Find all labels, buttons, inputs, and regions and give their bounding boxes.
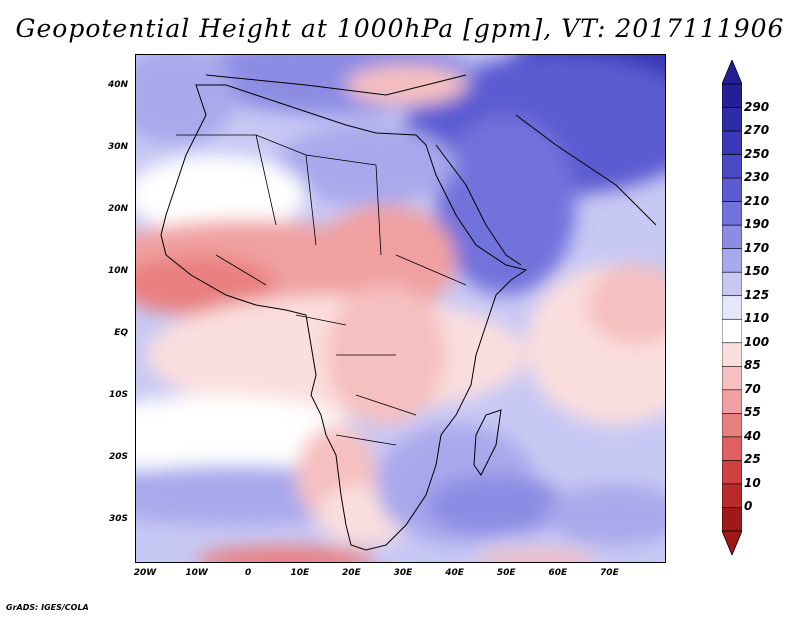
colorbar-level-label: 230 bbox=[744, 170, 770, 185]
colorbar-cell bbox=[722, 460, 742, 485]
colorbar-cell bbox=[722, 413, 742, 438]
colorbar-level-label: 125 bbox=[744, 287, 770, 302]
colorbar-cell bbox=[722, 271, 742, 297]
lon-tick-label: 40E bbox=[445, 568, 464, 578]
arabia-persia-coast bbox=[515, 114, 657, 226]
grads-credit: GrADS: IGES/COLA bbox=[6, 603, 89, 612]
colorbar-level-label: 290 bbox=[744, 99, 770, 114]
lon-tick-label: 0 bbox=[245, 568, 252, 578]
colorbar-level-label: 100 bbox=[744, 334, 770, 349]
lat-tick-label: 30S bbox=[108, 514, 128, 524]
colorbar-cell bbox=[722, 507, 742, 532]
mediterranean-coast bbox=[205, 74, 467, 96]
lat-tick-label: 20S bbox=[108, 452, 128, 462]
lat-tick-label: 20N bbox=[107, 204, 128, 214]
lon-tick-label: 20E bbox=[342, 568, 361, 578]
colorbar-level-label: 85 bbox=[744, 358, 761, 373]
colorbar-level-label: 110 bbox=[744, 311, 770, 326]
colorbar-level-label: 190 bbox=[744, 217, 770, 232]
colorbar bbox=[722, 60, 742, 555]
colorbar-level-label: 25 bbox=[744, 452, 761, 467]
lat-tick-label: 10N bbox=[107, 266, 128, 276]
colorbar-cell bbox=[722, 342, 742, 367]
red-sea-coast bbox=[435, 144, 522, 266]
chart-title: Geopotential Height at 1000hPa [gpm], VT… bbox=[15, 14, 785, 43]
lon-tick-label: 20W bbox=[133, 568, 157, 578]
colorbar-cell bbox=[722, 483, 742, 508]
lon-tick-label: 70E bbox=[600, 568, 619, 578]
colorbar-cell bbox=[722, 389, 742, 414]
lon-tick-label: 60E bbox=[548, 568, 568, 578]
colorbar-level-label: 250 bbox=[744, 146, 770, 161]
colorbar-min-arrow-icon bbox=[722, 530, 742, 555]
colorbar-cell bbox=[722, 154, 742, 179]
colorbar-cell bbox=[722, 366, 742, 391]
colorbar-level-label: 150 bbox=[744, 264, 770, 279]
colorbar-cell bbox=[722, 107, 742, 132]
lon-tick-label: 50E bbox=[496, 568, 516, 578]
lon-tick-label: 10E bbox=[290, 568, 310, 578]
colorbar-cell bbox=[722, 130, 742, 155]
field-shading bbox=[136, 55, 665, 562]
colorbar-level-label: 270 bbox=[744, 123, 770, 138]
colorbar-level-label: 170 bbox=[744, 240, 770, 255]
lat-tick-label: 10S bbox=[108, 390, 128, 400]
colorbar-cell bbox=[722, 436, 742, 461]
colorbar-cell bbox=[722, 295, 742, 320]
colorbar-cell bbox=[722, 83, 742, 108]
lon-tick-label: 30E bbox=[393, 568, 413, 578]
lon-tick-label: 10W bbox=[185, 568, 208, 578]
colorbar-cell bbox=[722, 248, 742, 273]
colorbar-level-label: 0 bbox=[744, 499, 753, 514]
height-field-map bbox=[136, 55, 665, 562]
map-plot-area bbox=[135, 54, 666, 563]
colorbar-cell bbox=[722, 318, 742, 344]
colorbar-cell bbox=[722, 224, 742, 249]
coastlines bbox=[160, 74, 657, 551]
colorbar-cell bbox=[722, 201, 742, 226]
colorbar-level-label: 70 bbox=[744, 381, 761, 396]
colorbar-level-label: 10 bbox=[744, 475, 761, 490]
country-borders bbox=[176, 134, 467, 446]
lat-tick-label: 40N bbox=[107, 80, 128, 90]
lat-tick-label: EQ bbox=[114, 328, 128, 338]
colorbar-cell bbox=[722, 177, 742, 202]
lat-tick-label: 30N bbox=[107, 142, 128, 152]
colorbar-level-label: 40 bbox=[744, 428, 761, 443]
colorbar-max-arrow-icon bbox=[722, 60, 742, 85]
colorbar-level-label: 55 bbox=[744, 405, 761, 420]
madagascar-outline bbox=[473, 409, 502, 476]
colorbar-level-label: 210 bbox=[744, 193, 770, 208]
